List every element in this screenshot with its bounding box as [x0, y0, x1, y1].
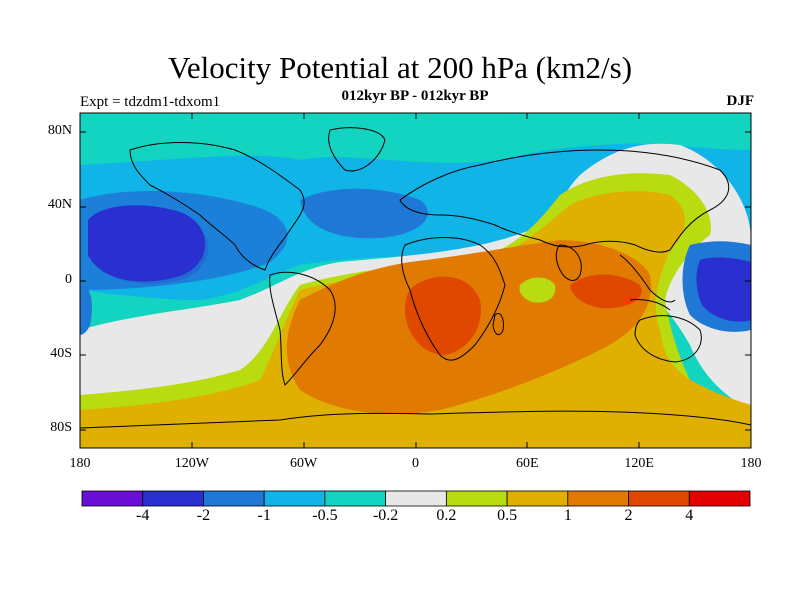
colorbar-label: 2: [624, 507, 633, 524]
colorbar: [81, 490, 751, 507]
coastlines: [80, 127, 751, 429]
colorbar-swatch: [142, 490, 204, 507]
colorbar-swatch: [263, 490, 326, 507]
map-subtitle: 012kyr BP - 012kyr BP: [341, 88, 489, 104]
colorbar-swatch: [324, 490, 387, 507]
axis-ticks: [80, 113, 751, 448]
contour-africa-high: [405, 276, 481, 355]
colorbar-label: 0.2: [436, 507, 457, 524]
coast-africa: [401, 237, 506, 361]
map-title: Velocity Potential at 200 hPa (km2/s): [167, 50, 633, 85]
colorbar-swatch: [385, 490, 447, 507]
colorbar-swatch: [81, 490, 144, 507]
coast-antarctica: [80, 410, 751, 429]
coast-south-america: [269, 271, 336, 386]
colorbar-label: -2: [196, 507, 211, 524]
lon-tick-label: 180: [69, 456, 91, 471]
lon-tick-label: 0: [412, 456, 419, 471]
lat-tick-label: 80S: [50, 420, 72, 436]
colorbar-label: -0.5: [312, 507, 338, 524]
colorbar-swatch: [567, 490, 629, 507]
colorbar-swatch: [628, 490, 690, 507]
colorbar-label: -4: [136, 507, 150, 524]
colorbar-label: 0.5: [497, 507, 518, 524]
experiment-label: Expt = tdzdm1-tdxom1: [80, 94, 221, 110]
lon-tick-label: 60E: [516, 456, 539, 471]
season-label: DJF: [726, 93, 755, 109]
colorbar-swatch: [203, 490, 265, 507]
coast-australia: [634, 315, 702, 363]
coast-north-america: [129, 142, 305, 271]
lat-tick-label: 40S: [50, 345, 72, 361]
contour-field: [80, 113, 751, 448]
colorbar-label: 4: [685, 507, 694, 524]
colorbar-label: -1: [257, 507, 271, 524]
lat-tick-label: 80N: [47, 122, 72, 138]
colorbar-label: -0.2: [372, 507, 399, 524]
contour-north-teal: [80, 113, 751, 165]
coast-eurasia: [399, 149, 730, 253]
lon-tick-label: 120W: [174, 456, 209, 471]
colorbar-swatch: [506, 490, 569, 507]
colorbar-swatch: [445, 490, 508, 507]
lon-tick-label: 120E: [624, 456, 654, 471]
lon-tick-label: 60W: [290, 456, 318, 471]
contour-indian-high: [570, 274, 642, 309]
lat-tick-label: 40N: [47, 197, 72, 213]
lon-tick-label: 180: [740, 456, 762, 471]
lat-tick-label: 0: [65, 271, 72, 287]
colorbar-label: 1: [563, 507, 572, 524]
colorbar-swatch: [688, 490, 751, 507]
